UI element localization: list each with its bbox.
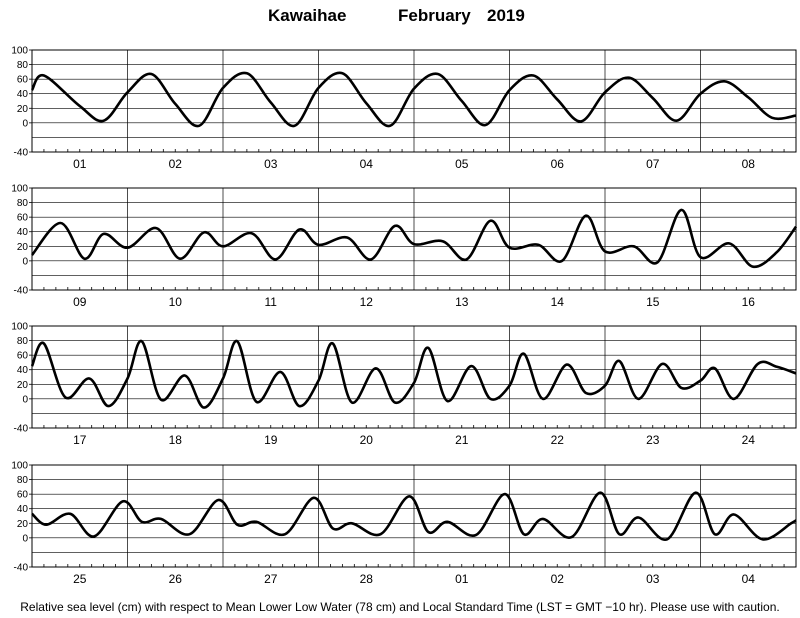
day-label: 10 xyxy=(169,295,183,309)
y-tick-label: 100 xyxy=(11,184,28,195)
y-tick-label: 0 xyxy=(22,256,28,267)
y-tick-label: 60 xyxy=(17,213,29,224)
panel-frame xyxy=(31,49,797,153)
y-tick-label: 60 xyxy=(17,75,29,86)
footnote: Relative sea level (cm) with respect to … xyxy=(20,600,780,614)
y-tick-label: 0 xyxy=(22,533,28,544)
day-label: 17 xyxy=(73,433,87,447)
day-label: 03 xyxy=(646,572,660,586)
y-tick-label: 0 xyxy=(22,394,28,405)
day-label: 15 xyxy=(646,295,660,309)
day-label: 27 xyxy=(264,572,278,586)
y-tick-label: 20 xyxy=(17,104,29,115)
day-label: 22 xyxy=(551,433,565,447)
day-label: 08 xyxy=(742,157,756,171)
y-tick-label: 100 xyxy=(11,461,28,472)
day-label: 06 xyxy=(551,157,565,171)
y-tick-label: 80 xyxy=(17,60,29,71)
day-label: 01 xyxy=(455,572,469,586)
day-label: 03 xyxy=(264,157,278,171)
day-label: 05 xyxy=(455,157,469,171)
day-label: 21 xyxy=(455,433,469,447)
day-label: 11 xyxy=(265,295,278,309)
day-label: 26 xyxy=(169,572,183,586)
y-tick-label: -40 xyxy=(14,286,29,297)
day-label: 23 xyxy=(646,433,660,447)
y-tick-label: -40 xyxy=(14,148,29,159)
day-label: 13 xyxy=(455,295,469,309)
y-tick-label: -40 xyxy=(14,563,29,574)
y-tick-label: 20 xyxy=(17,519,29,530)
panel-frame xyxy=(31,325,797,429)
y-tick-label: -40 xyxy=(14,424,29,435)
day-label: 09 xyxy=(73,295,87,309)
y-tick-label: 20 xyxy=(17,242,29,253)
tide-curve xyxy=(30,71,797,128)
day-label: 14 xyxy=(551,295,565,309)
y-tick-label: 0 xyxy=(22,118,28,129)
panel-frame xyxy=(31,187,797,291)
day-label: 04 xyxy=(742,572,756,586)
y-tick-label: 20 xyxy=(17,380,29,391)
day-label: 18 xyxy=(169,433,183,447)
title-station: Kawaihae xyxy=(268,6,347,25)
y-tick-label: 60 xyxy=(17,351,29,362)
day-label: 02 xyxy=(551,572,565,586)
day-label: 25 xyxy=(73,572,87,586)
tide-curve xyxy=(30,339,797,409)
day-label: 07 xyxy=(646,157,660,171)
y-tick-label: 80 xyxy=(17,336,29,347)
day-label: 20 xyxy=(360,433,374,447)
y-tick-label: 40 xyxy=(17,365,29,376)
y-tick-label: 40 xyxy=(17,504,29,515)
tide-curve xyxy=(31,491,797,541)
y-tick-label: 40 xyxy=(17,89,29,100)
panel-frame xyxy=(31,464,797,568)
tide-curve xyxy=(30,208,798,269)
day-label: 24 xyxy=(742,433,756,447)
day-label: 04 xyxy=(360,157,374,171)
y-tick-label: 100 xyxy=(11,322,28,333)
title-year: 2019 xyxy=(487,6,525,25)
day-label: 19 xyxy=(264,433,278,447)
y-tick-label: 80 xyxy=(17,198,29,209)
y-tick-label: 60 xyxy=(17,490,29,501)
y-tick-label: 80 xyxy=(17,475,29,486)
y-tick-label: 40 xyxy=(17,227,29,238)
y-tick-label: 100 xyxy=(11,46,28,57)
day-label: 28 xyxy=(360,572,374,586)
day-label: 01 xyxy=(73,157,87,171)
day-label: 02 xyxy=(169,157,183,171)
day-label: 16 xyxy=(742,295,756,309)
chart-title: Kawaihae February 2019 xyxy=(0,6,800,30)
day-label: 12 xyxy=(360,295,374,309)
title-month: February xyxy=(398,6,471,25)
